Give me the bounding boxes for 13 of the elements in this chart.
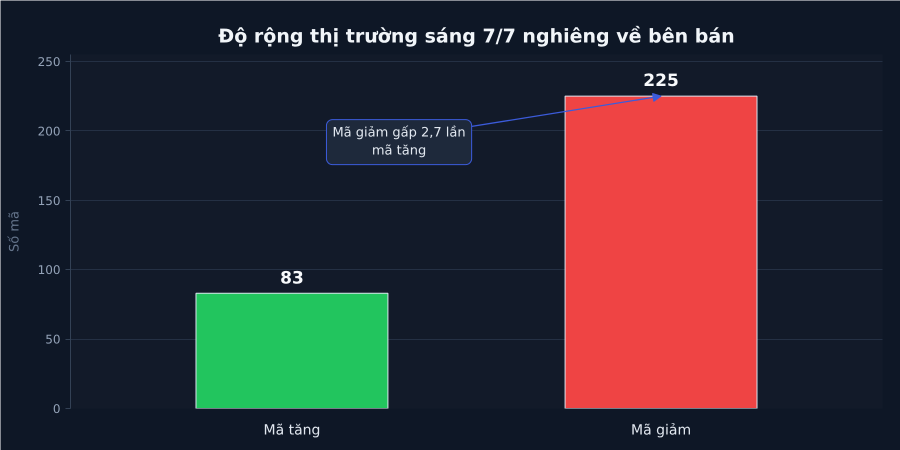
y-axis-title: Số mã [8,211,23,252]
data-label: 83 [280,268,304,288]
x-tick-label: Mã tăng [263,422,320,438]
y-tick-label: 100 [38,263,60,278]
y-tick-label: 50 [45,332,61,347]
y-tick-label: 200 [38,124,60,138]
y-tick-label: 250 [38,54,60,69]
annotation: Mã giảm gấp 2,7 lần mã tăng [332,124,466,159]
y-tick-label: 150 [38,194,60,208]
x-tick-label: Mã giảm [630,422,692,438]
chart-title: Độ rộng thị trường sáng 7/7 nghiêng về bên bán [218,26,735,48]
data-label: 225 [643,71,679,92]
y-tick-label: 0 [52,402,61,416]
